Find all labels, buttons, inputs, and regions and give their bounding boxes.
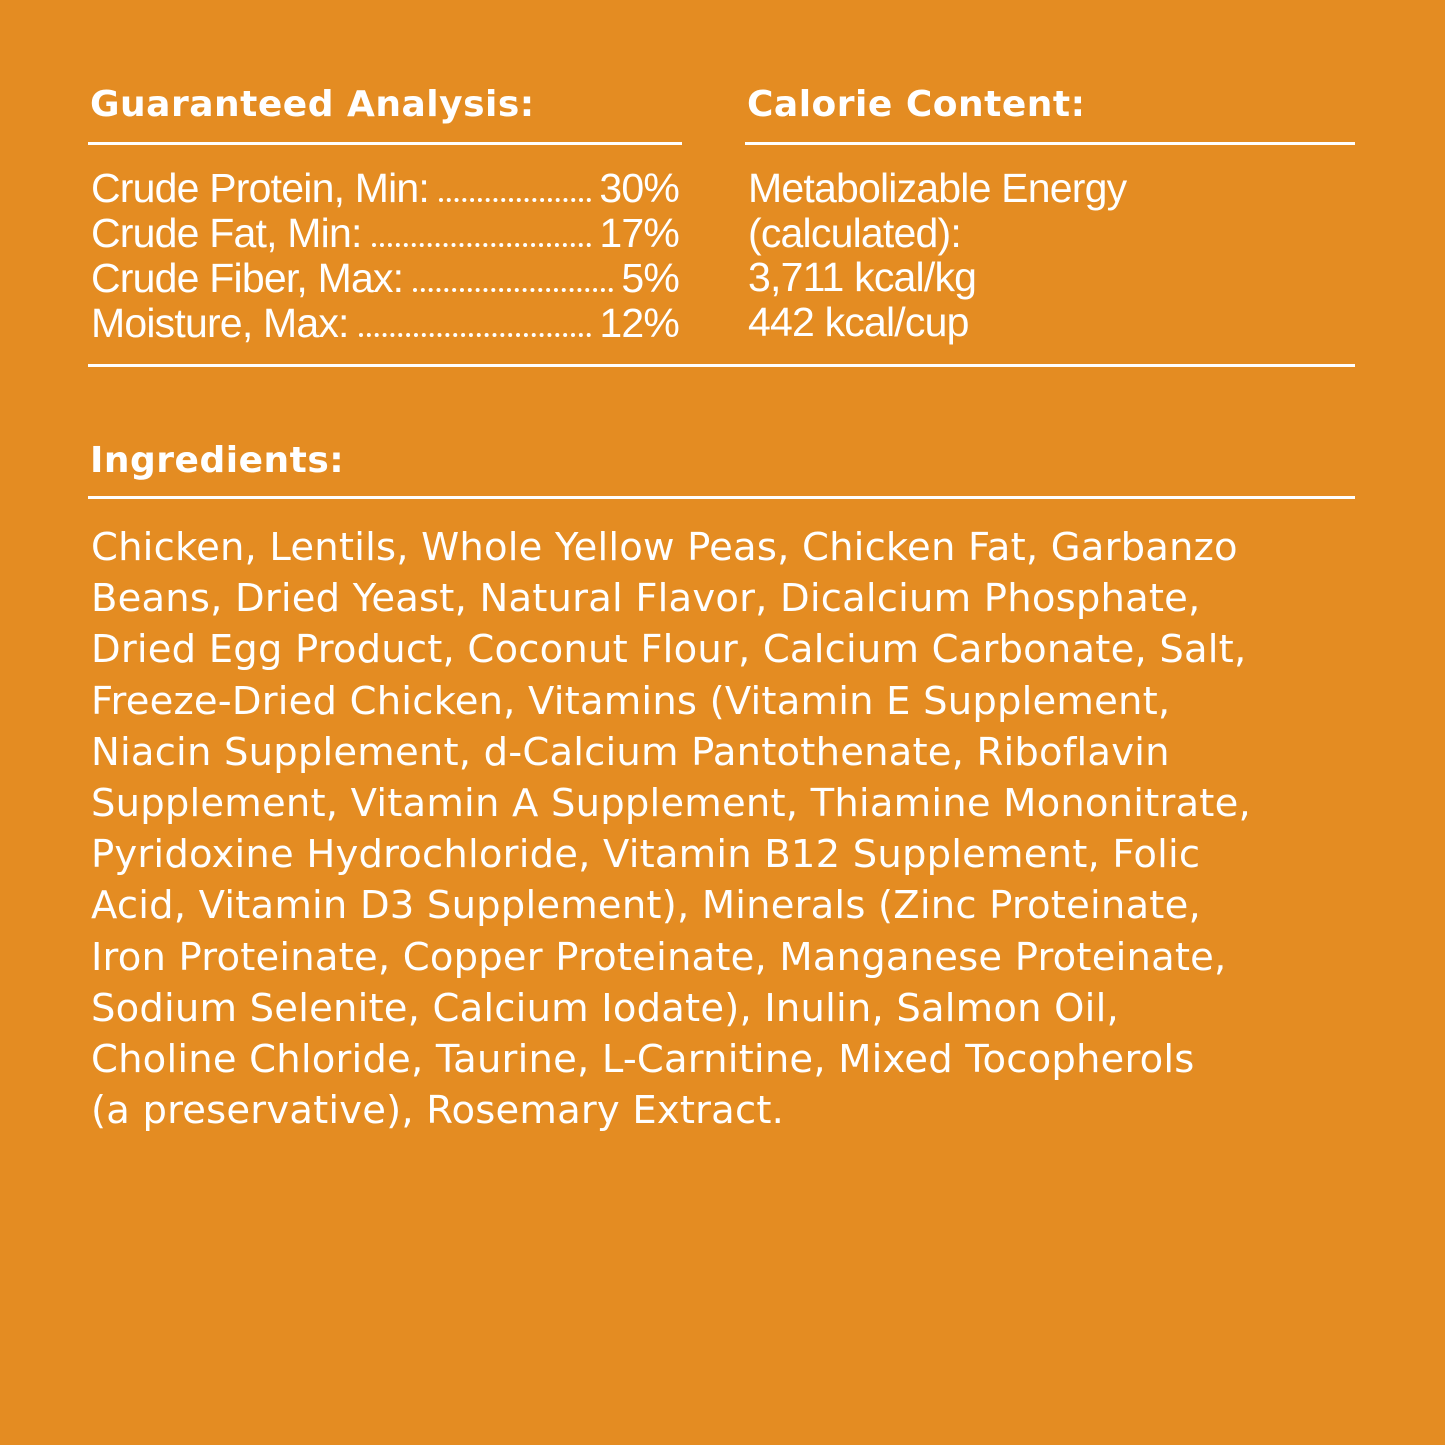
ingredients-line: Niacin Supplement, d-Calcium Pantothenat… [91,729,1170,775]
guaranteed-analysis-heading: Guaranteed Analysis: [90,84,535,125]
divider [88,364,1355,367]
dot-leader [439,198,592,202]
analysis-label: Moisture, Max: [91,300,349,346]
calorie-line: Metabolizable Energy [748,165,1127,211]
dot-leader [371,243,592,247]
divider [88,496,1355,499]
divider [745,142,1355,145]
analysis-table: Crude Protein, Min: 30% Crude Fat, Min: 17… [91,165,680,346]
dot-leader [358,333,592,337]
calorie-content: Metabolizable Energy (calculated): 3,711… [748,165,1127,345]
ingredients-line: Beans, Dried Yeast, Natural Flavor, Dica… [91,576,1201,622]
ingredients-line: Iron Proteinate, Copper Proteinate, Mang… [91,934,1227,980]
analysis-row: Crude Protein, Min: 30% [91,165,680,211]
analysis-row: Crude Fat, Min: 17% [91,210,680,256]
ingredients-list: Chicken, Lentils, Whole Yellow Peas, Chi… [91,522,1251,1136]
ingredients-line: Sodium Selenite, Calcium Iodate), Inulin… [91,985,1119,1031]
analysis-value: 17% [599,210,679,256]
ingredients-line: (a preservative), Rosemary Extract. [91,1088,785,1134]
analysis-label: Crude Fiber, Max: [91,255,404,301]
analysis-value: 30% [599,165,679,211]
ingredients-line: Dried Egg Product, Coconut Flour, Calciu… [91,627,1247,673]
ingredients-line: Supplement, Vitamin A Supplement, Thiami… [91,781,1251,827]
calorie-line: 442 kcal/cup [748,298,969,345]
analysis-row: Moisture, Max: 12% [91,300,680,346]
calorie-line: (calculated): [748,209,962,256]
dot-leader [413,288,614,292]
calorie-line: 3,711 kcal/kg [748,254,977,300]
ingredients-heading: Ingredients: [90,440,345,481]
analysis-value: 5% [621,255,679,301]
ingredients-line: Chicken, Lentils, Whole Yellow Peas, Chi… [91,525,1238,570]
ingredients-line: Freeze-Dried Chicken, Vitamins (Vitamin … [91,678,1171,724]
calorie-content-heading: Calorie Content: [747,84,1086,125]
ingredients-line: Pyridoxine Hydrochloride, Vitamin B12 Su… [91,832,1201,878]
analysis-label: Crude Fat, Min: [91,210,362,256]
analysis-value: 12% [599,300,679,346]
ingredients-line: Acid, Vitamin D3 Supplement), Minerals (… [91,883,1201,929]
divider [88,142,682,145]
ingredients-line: Choline Chloride, Taurine, L-Carnitine, … [91,1037,1195,1083]
analysis-row: Crude Fiber, Max: 5% [91,255,680,301]
analysis-label: Crude Protein, Min: [91,165,430,211]
